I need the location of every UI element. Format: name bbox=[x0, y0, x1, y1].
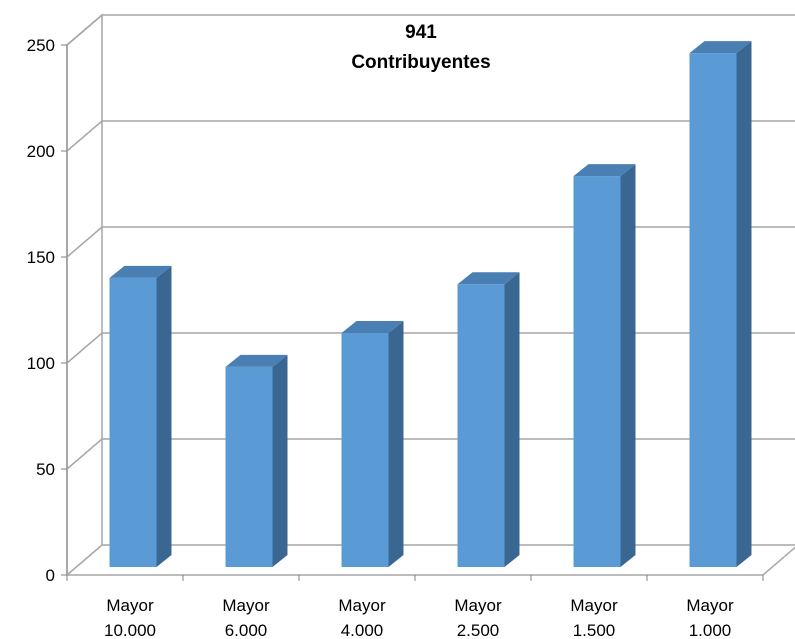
bar-front bbox=[341, 332, 389, 567]
gridline bbox=[66, 438, 795, 470]
x-tick-label-line: Mayor bbox=[222, 596, 270, 615]
bar-top bbox=[689, 41, 752, 54]
x-tick-label-line: 10.000 bbox=[104, 621, 156, 639]
x-tick-label: Mayor 1.000 bbox=[686, 596, 734, 639]
gridlines bbox=[66, 14, 795, 576]
bar-side bbox=[156, 265, 172, 567]
bar-side bbox=[504, 272, 520, 567]
x-tick-label-line: Mayor bbox=[686, 596, 734, 615]
x-tick-label-line: 1.000 bbox=[689, 621, 732, 639]
bar-front bbox=[225, 366, 273, 567]
x-tick-label-line: 6.000 bbox=[225, 621, 268, 639]
bar bbox=[689, 41, 752, 568]
chart-subtitle: Contribuyentes bbox=[351, 52, 490, 73]
bar-front bbox=[573, 176, 621, 567]
y-tick-label: 0 bbox=[46, 566, 55, 585]
gridline bbox=[66, 226, 795, 258]
bar bbox=[109, 265, 172, 567]
x-tick-label: Mayor 2.500 bbox=[454, 596, 502, 639]
bar bbox=[457, 272, 520, 567]
bar bbox=[225, 354, 288, 567]
bar bbox=[573, 164, 636, 567]
bar-side bbox=[736, 41, 752, 568]
y-axis-ticks: 0 50 100 150 200 250 bbox=[27, 36, 67, 585]
bar-front bbox=[457, 284, 505, 567]
bar-top bbox=[109, 265, 172, 278]
x-tick-label-line: Mayor bbox=[570, 596, 618, 615]
x-axis-ticks: Mayor 10.000 Mayor 6.000 Mayor 4.000 Mayor 2.50… bbox=[66, 575, 764, 639]
y-tick-label: 150 bbox=[27, 248, 55, 267]
x-tick-label-line: 1.500 bbox=[573, 621, 616, 639]
bar-side bbox=[620, 164, 636, 567]
gridline bbox=[66, 120, 795, 152]
gridline bbox=[66, 14, 795, 46]
chart-title: 941 bbox=[405, 22, 437, 43]
x-tick-label-line: Mayor bbox=[106, 596, 154, 615]
bars bbox=[109, 41, 752, 568]
bar-top bbox=[573, 164, 636, 177]
chart-walls bbox=[66, 13, 795, 576]
x-tick-label: Mayor 4.000 bbox=[338, 596, 386, 639]
bar-top bbox=[457, 272, 520, 285]
x-tick-label: Mayor 6.000 bbox=[222, 596, 270, 639]
y-tick-label: 250 bbox=[27, 36, 55, 55]
gridline bbox=[66, 544, 795, 576]
bar bbox=[341, 320, 404, 567]
gridline bbox=[66, 332, 795, 364]
y-tick-label: 100 bbox=[27, 354, 55, 373]
y-tick-label: 50 bbox=[36, 460, 55, 479]
x-tick-label-line: Mayor bbox=[454, 596, 502, 615]
bar-top bbox=[225, 354, 288, 367]
y-tick-label: 200 bbox=[27, 142, 55, 161]
x-tick-label: Mayor 1.500 bbox=[570, 596, 618, 639]
side-wall bbox=[66, 13, 103, 575]
x-tick-label: Mayor 10.000 bbox=[104, 596, 156, 639]
bar-side bbox=[272, 354, 288, 567]
bar-top bbox=[341, 320, 404, 333]
x-tick-label-line: 4.000 bbox=[341, 621, 384, 639]
bar-front bbox=[109, 277, 157, 567]
x-tick-label-line: Mayor bbox=[338, 596, 386, 615]
x-tick-label-line: 2.500 bbox=[457, 621, 500, 639]
bar-side bbox=[388, 320, 404, 567]
floor bbox=[67, 546, 795, 576]
bar-front bbox=[689, 53, 737, 568]
